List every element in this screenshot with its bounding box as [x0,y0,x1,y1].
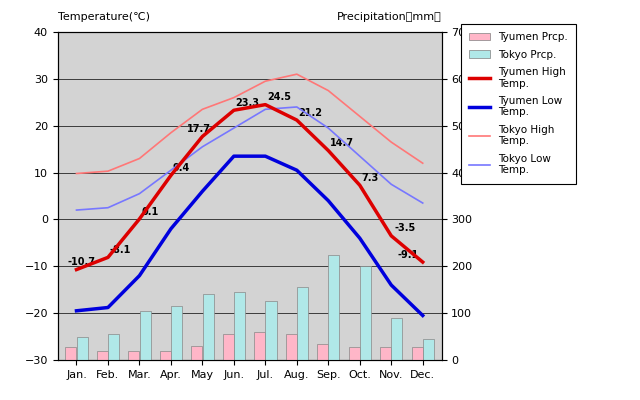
Bar [266,302,276,360]
Text: 17.7: 17.7 [187,124,211,134]
Text: -3.5: -3.5 [394,224,415,234]
Text: -9.1: -9.1 [397,250,419,260]
Bar [202,294,214,360]
Text: -10.7: -10.7 [67,257,95,267]
Bar [392,318,403,360]
Text: Precipitation（mm）: Precipitation（mm） [337,12,442,22]
Bar [191,346,202,360]
Bar [223,334,234,360]
Text: -8.1: -8.1 [109,245,131,255]
Bar [423,339,434,360]
Bar [140,311,150,360]
Bar [160,351,171,360]
Bar [380,347,391,360]
Text: 0.1: 0.1 [141,207,158,217]
Bar [328,254,339,360]
Text: 21.2: 21.2 [298,108,323,118]
Text: Temperature(℃): Temperature(℃) [58,12,150,22]
Bar [297,287,308,360]
Bar [349,347,360,360]
Bar [412,347,422,360]
Bar [65,347,76,360]
Bar [108,334,119,360]
Text: 7.3: 7.3 [362,173,379,183]
Bar [317,344,328,360]
Text: 14.7: 14.7 [330,138,354,148]
Bar [285,334,297,360]
Bar [77,336,88,360]
Text: 24.5: 24.5 [267,92,291,102]
Bar [234,292,245,360]
Bar [254,332,265,360]
Legend: Tyumen Prcp., Tokyo Prcp., Tyumen High
Temp., Tyumen Low
Temp., Tokyo High
Temp.: Tyumen Prcp., Tokyo Prcp., Tyumen High T… [461,24,577,184]
Bar [360,266,371,360]
Bar [171,306,182,360]
Bar [128,351,140,360]
Text: 23.3: 23.3 [236,98,259,108]
Bar [97,351,108,360]
Text: 9.4: 9.4 [173,163,189,173]
